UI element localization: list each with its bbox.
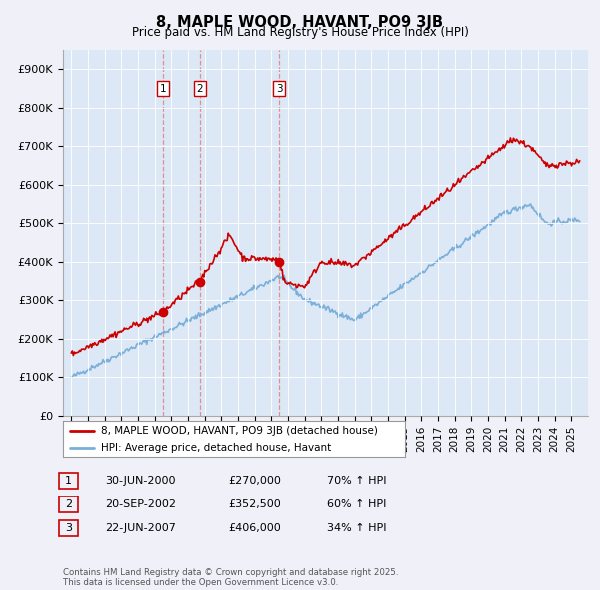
Text: 70% ↑ HPI: 70% ↑ HPI <box>327 476 386 486</box>
Text: 34% ↑ HPI: 34% ↑ HPI <box>327 523 386 533</box>
Text: 20-SEP-2002: 20-SEP-2002 <box>105 500 176 509</box>
Text: 3: 3 <box>276 84 283 94</box>
Text: £406,000: £406,000 <box>228 523 281 533</box>
Text: 60% ↑ HPI: 60% ↑ HPI <box>327 500 386 509</box>
Text: 22-JUN-2007: 22-JUN-2007 <box>105 523 176 533</box>
Text: Contains HM Land Registry data © Crown copyright and database right 2025.
This d: Contains HM Land Registry data © Crown c… <box>63 568 398 587</box>
Text: £270,000: £270,000 <box>228 476 281 486</box>
Text: 2: 2 <box>197 84 203 94</box>
Text: 1: 1 <box>65 476 72 486</box>
Text: 1: 1 <box>160 84 166 94</box>
Text: 8, MAPLE WOOD, HAVANT, PO9 3JB: 8, MAPLE WOOD, HAVANT, PO9 3JB <box>157 15 443 30</box>
Text: Price paid vs. HM Land Registry's House Price Index (HPI): Price paid vs. HM Land Registry's House … <box>131 26 469 39</box>
Text: 3: 3 <box>65 523 72 533</box>
Text: £352,500: £352,500 <box>228 500 281 509</box>
Text: 30-JUN-2000: 30-JUN-2000 <box>105 476 176 486</box>
Text: 8, MAPLE WOOD, HAVANT, PO9 3JB (detached house): 8, MAPLE WOOD, HAVANT, PO9 3JB (detached… <box>101 426 377 436</box>
Text: 2: 2 <box>65 500 72 509</box>
Text: HPI: Average price, detached house, Havant: HPI: Average price, detached house, Hava… <box>101 442 331 453</box>
